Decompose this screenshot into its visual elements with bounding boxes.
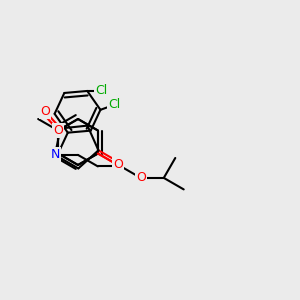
Text: Cl: Cl: [108, 98, 121, 111]
Text: O: O: [136, 171, 146, 184]
Text: Cl: Cl: [95, 85, 107, 98]
Text: O: O: [113, 158, 123, 172]
Text: O: O: [40, 105, 50, 118]
Text: N: N: [50, 148, 60, 161]
Text: O: O: [53, 124, 63, 137]
